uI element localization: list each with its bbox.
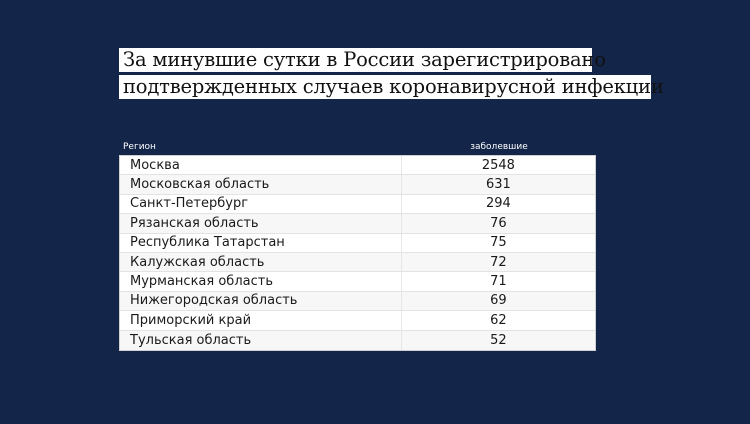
region-cell: Калужская область bbox=[120, 252, 402, 272]
region-cell: Москва bbox=[120, 156, 402, 175]
column-header-region: Регион bbox=[123, 142, 156, 152]
headline-line-2: подтвержденных случаев коронавирусной ин… bbox=[119, 75, 664, 99]
cases-cell: 76 bbox=[490, 215, 507, 231]
table-row: Тульская область 52 bbox=[120, 330, 595, 350]
table-row: Калужская область 72 bbox=[120, 252, 595, 273]
table-row: Московская область 631 bbox=[120, 175, 595, 195]
cases-cell: 75 bbox=[490, 235, 507, 251]
table-row: Мурманская область 71 bbox=[120, 272, 595, 292]
column-header-cases: заболевшие bbox=[470, 142, 528, 152]
headline: За минувшие сутки в России зарегистриров… bbox=[119, 48, 664, 99]
cases-cell: 52 bbox=[490, 332, 507, 348]
table-row: Рязанская область 76 bbox=[120, 214, 595, 234]
region-cell: Санкт-Петербург bbox=[120, 194, 402, 214]
region-cell: Республика Татарстан bbox=[120, 233, 402, 252]
table-row: Приморский край 62 bbox=[120, 311, 595, 331]
cases-table: Регион заболевшие Москва 2548 Московская… bbox=[119, 139, 596, 351]
region-cell: Нижегородская область bbox=[120, 291, 402, 311]
table-header: Регион заболевшие bbox=[119, 139, 596, 155]
table-row: Республика Татарстан 75 bbox=[120, 233, 595, 253]
region-cell: Московская область bbox=[120, 175, 402, 194]
cases-cell: 71 bbox=[490, 274, 507, 290]
cases-cell: 294 bbox=[486, 196, 511, 212]
table-body: Москва 2548 Московская область 631 Санкт… bbox=[119, 155, 596, 351]
cases-cell: 69 bbox=[490, 293, 507, 309]
region-cell: Мурманская область bbox=[120, 272, 402, 291]
table-row: Москва 2548 bbox=[120, 156, 595, 176]
region-cell: Тульская область bbox=[120, 330, 402, 350]
headline-line-1: За минувшие сутки в России зарегистриров… bbox=[119, 48, 606, 72]
cases-cell: 631 bbox=[486, 177, 511, 193]
cases-cell: 72 bbox=[490, 254, 507, 270]
cases-cell: 62 bbox=[490, 312, 507, 328]
region-cell: Приморский край bbox=[120, 311, 402, 330]
table-row: Санкт-Петербург 294 bbox=[120, 194, 595, 215]
cases-cell: 2548 bbox=[481, 157, 515, 173]
region-cell: Рязанская область bbox=[120, 214, 402, 233]
table-row: Нижегородская область 69 bbox=[120, 291, 595, 312]
